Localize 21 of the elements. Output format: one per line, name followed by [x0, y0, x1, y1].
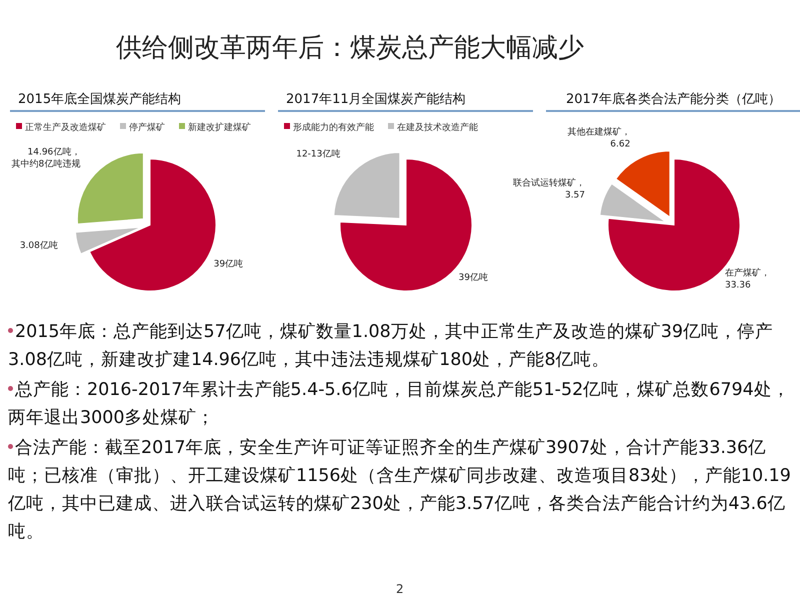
legend-label: 正常生产及改造煤矿: [25, 122, 106, 133]
data-label: 联合试运转煤矿，3.57: [513, 178, 586, 201]
text: 供给侧改革两年后：煤炭总产能大幅减少: [116, 32, 584, 65]
data-label: 39亿吨: [214, 258, 244, 270]
legend-label: 停产煤矿: [129, 122, 165, 133]
legend-label: 形成能力的有效产能: [293, 122, 374, 133]
text: 2015年底：总产能到达57亿吨，煤矿数量1.08万处，其中正常生产及改造的煤矿39亿吨，停产3.08亿吨，新建改扩建14.96亿吨，其中违法违规煤矿180处，产能8亿吨。: [8, 321, 774, 372]
data-label: 其他在建煤矿，6.62: [567, 126, 630, 150]
chart-title: 2015年底全国煤炭产能结构: [18, 92, 182, 107]
data-label: 在产煤矿，33.36: [724, 267, 770, 290]
text: 合法产能：截至2017年底，安全生产许可证等证照齐全的生产煤矿3907处，合计产能33.36亿吨；已核准（审批）、开工建设煤矿1156处（含生产煤矿同步改建、改造项目83处），产能10.19亿吨，其中已建成、进入联合试运转的煤矿230处，产能3.57亿吨，各类合法产能合计约为43.6亿吨。: [8, 437, 792, 544]
data-label: 3.08亿吨: [20, 240, 58, 252]
data-label: 39亿吨: [458, 272, 488, 283]
chart-title: 2017年11月全国煤炭产能结构: [286, 92, 466, 107]
text: 总产能：2016-2017年累计去产能5.4-5.6亿吨，目前煤炭总产能51-52亿吨，煤矿总数6794处，两年退出3000多处煤矿；: [8, 379, 791, 430]
data-label: 12-13亿吨: [296, 148, 340, 160]
text: 2: [396, 582, 404, 596]
chart-title: 2017年底各类合法产能分类（亿吨）: [566, 92, 782, 107]
legend-label: 在建及技术改造产能: [397, 122, 478, 133]
data-label: 14.96亿吨，其中约8亿吨违规: [12, 146, 80, 170]
legend-label: 新建改扩建煤矿: [188, 122, 251, 133]
